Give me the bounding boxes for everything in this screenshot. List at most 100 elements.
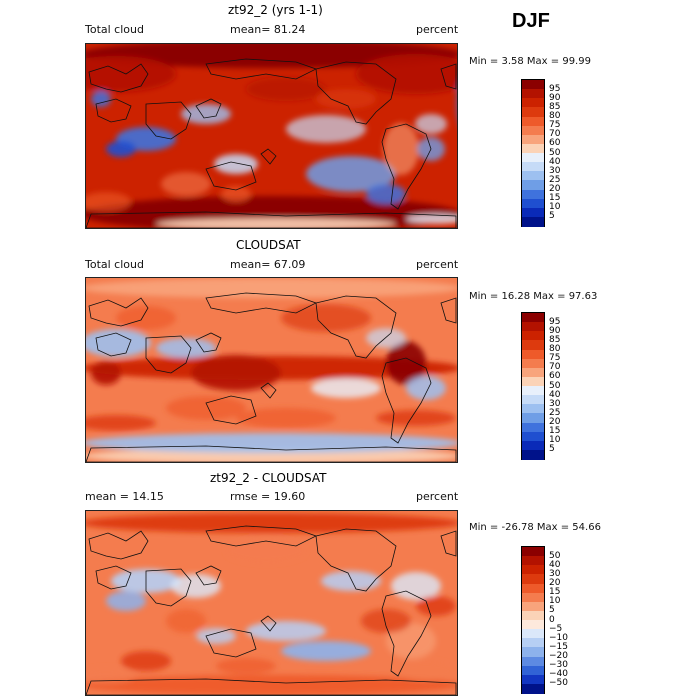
colorbar-tick-label: 85: [549, 334, 561, 345]
colorbar-swatch: [522, 674, 544, 685]
cloud-field-region: [86, 56, 176, 92]
colorbar-swatch: [522, 422, 544, 433]
colorbar-tick-label: 75: [549, 120, 561, 131]
cloud-field-region: [406, 214, 457, 224]
coastline: [440, 530, 457, 557]
panel2-minmax: Min = 16.28 Max = 97.63: [469, 291, 598, 302]
coastline: [440, 297, 457, 324]
colorbar-tick-label: 60: [549, 138, 561, 149]
colorbar-tick-label: 70: [549, 129, 561, 140]
colorbar-tick-label: −20: [549, 651, 568, 661]
cloud-field-region: [86, 192, 131, 212]
colorbar-tick-label: 60: [549, 371, 561, 382]
colorbar-swatch: [522, 134, 544, 145]
colorbar-swatch: [522, 153, 544, 163]
coastline: [315, 295, 397, 359]
season-label: DJF: [512, 10, 550, 32]
cloud-field-region: [281, 304, 371, 332]
cloud-field-region: [281, 641, 371, 661]
cloud-field-region: [121, 651, 171, 671]
coastline: [88, 297, 149, 327]
colorbar-tick-label: 85: [549, 101, 561, 112]
coastline: [260, 382, 277, 399]
colorbar-swatch: [522, 349, 544, 360]
coastline: [95, 565, 132, 590]
colorbar-tick-label: 10: [549, 435, 561, 446]
cloud-field-region: [406, 376, 446, 400]
panel3-units: percent: [416, 490, 459, 503]
colorbar-tick-label: 15: [549, 587, 561, 598]
colorbar-swatch: [522, 629, 544, 639]
colorbar-tick-label: 25: [549, 407, 561, 418]
cloud-field-region: [86, 513, 457, 533]
colorbar-swatch: [522, 198, 544, 209]
colorbar-tick-label: 90: [549, 325, 561, 336]
cloud-field-region: [415, 114, 447, 134]
colorbar-swatch: [522, 98, 544, 108]
panel1-minmax: Min = 3.58 Max = 99.99: [469, 56, 591, 67]
cloud-field-region: [214, 154, 258, 174]
coastline: [86, 445, 457, 462]
coastline: [145, 335, 192, 374]
cloud-field-region: [91, 361, 121, 385]
cloud-field-region: [316, 89, 376, 109]
cloud-field-region: [156, 338, 216, 358]
cloud-field-region: [106, 591, 146, 611]
panel3-minmax: Min = -26.78 Max = 54.66: [469, 522, 601, 533]
colorbar-tick-label: −10: [549, 632, 568, 643]
colorbar-tick-label: 30: [549, 398, 561, 409]
cloud-field-region: [366, 328, 406, 348]
colorbar-swatch: [522, 162, 544, 172]
panel1-variable: Total cloud: [85, 23, 144, 36]
cloud-field-region: [356, 54, 457, 94]
coastline: [95, 332, 132, 357]
cloud-field-region: [246, 77, 326, 101]
colorbar-tick-label: 40: [549, 559, 561, 570]
colorbar-swatch: [522, 431, 544, 442]
colorbar-swatch: [522, 89, 544, 99]
colorbar-swatch: [522, 80, 544, 90]
colorbar-swatch: [522, 620, 544, 630]
coastline: [205, 395, 257, 425]
colorbar-tick-label: 10: [549, 202, 561, 213]
colorbar-swatch: [522, 125, 544, 136]
colorbar-swatch: [522, 592, 544, 603]
cloud-field-region: [246, 621, 326, 641]
colorbar-tick-label: 80: [549, 344, 561, 354]
colorbar-tick-label: 20: [549, 417, 561, 427]
panel3-map: [85, 510, 458, 696]
coastline: [381, 357, 432, 444]
colorbar-swatch: [522, 665, 544, 676]
colorbar-tick-label: 40: [549, 389, 561, 400]
colorbar-tick-label: 30: [549, 568, 561, 579]
cloud-field-region: [456, 90, 457, 118]
cloud-field-region: [286, 115, 366, 143]
map-field: [86, 278, 457, 462]
coastline: [381, 590, 432, 677]
colorbar-tick-label: −50: [549, 678, 568, 689]
cloud-field-region: [106, 141, 136, 157]
panel2-colorbar: 95 90 85 80 75 70 60 50 40 30 25 20 15 10 5: [521, 312, 560, 460]
colorbar-tick-label: 10: [549, 596, 561, 607]
coastline: [381, 123, 432, 210]
colorbar-tick-label: 30: [549, 165, 561, 176]
colorbar-swatch: [522, 647, 544, 657]
colorbar-tick-label: 15: [549, 426, 561, 437]
colorbar-swatch: [522, 358, 544, 369]
colorbar-tick-label: 20: [549, 184, 561, 194]
colorbar-swatch: [522, 386, 544, 396]
panel2-title: CLOUDSAT: [236, 238, 301, 252]
cloud-field-region: [161, 172, 211, 196]
colorbar-tick-label: 0: [549, 614, 555, 625]
colorbar-tick-label: 70: [549, 362, 561, 373]
coastline: [145, 101, 192, 140]
colorbar-tick-label: 15: [549, 193, 561, 204]
cloud-field-region: [376, 410, 456, 426]
cloud-field-region: [391, 572, 441, 600]
colorbar-tick-label: 5: [549, 211, 555, 222]
colorbar-tick-label: 50: [549, 147, 561, 158]
coastline: [315, 61, 397, 125]
coastline: [315, 528, 397, 592]
panel1-colorbar: 95 90 85 80 75 70 60 50 40 30 25 20 15 10 5: [521, 79, 560, 227]
colorbar-swatch: [522, 107, 544, 117]
